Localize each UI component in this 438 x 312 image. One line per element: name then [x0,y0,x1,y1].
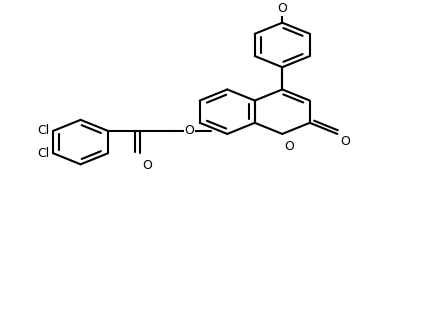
Text: Cl: Cl [37,147,49,160]
Text: O: O [284,140,294,153]
Text: O: O [142,159,152,172]
Text: O: O [340,135,350,148]
Text: O: O [184,124,194,138]
Text: Cl: Cl [37,124,49,138]
Text: O: O [277,2,287,15]
